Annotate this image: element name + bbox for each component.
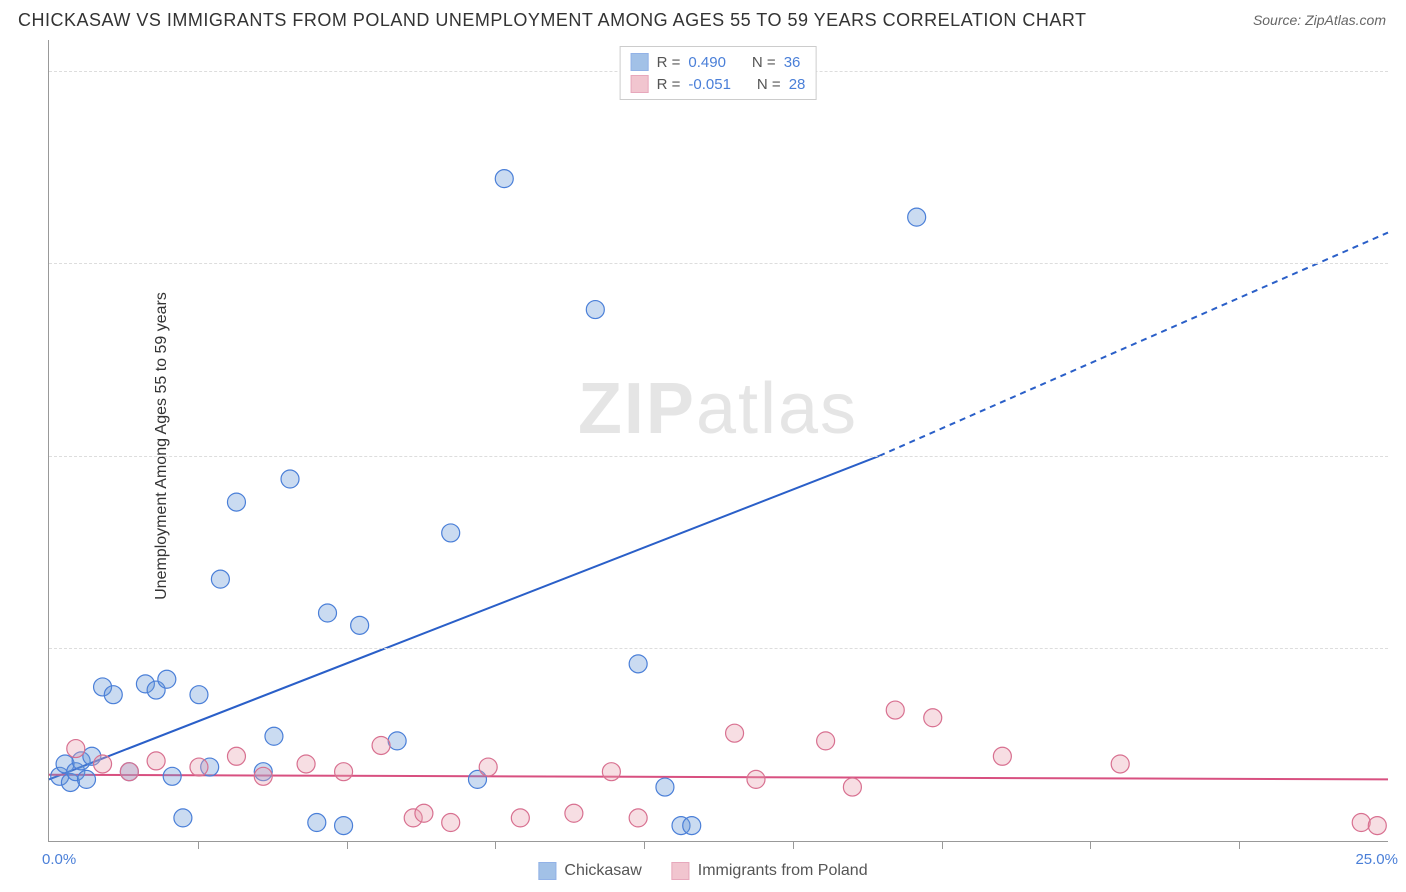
- x-tick: [1090, 841, 1091, 849]
- x-axis-origin-label: 0.0%: [42, 851, 76, 868]
- r-value-2: -0.051: [688, 76, 731, 93]
- correlation-legend-box: R = 0.490 N = 36 R = -0.051 N = 28: [620, 46, 817, 100]
- correlation-row-1: R = 0.490 N = 36: [631, 51, 806, 73]
- x-tick: [942, 841, 943, 849]
- swatch-series-2: [631, 75, 649, 93]
- n-label-1: N =: [752, 54, 776, 71]
- chart-container: ZIPatlas 12.5%25.0%37.5%50.0% R = 0.490 …: [48, 40, 1388, 842]
- swatch-series-1: [631, 53, 649, 71]
- r-value-1: 0.490: [688, 54, 726, 71]
- x-axis-max-label: 25.0%: [1355, 851, 1398, 868]
- n-value-1: 36: [784, 54, 801, 71]
- x-tick: [1239, 841, 1240, 849]
- gridline: [49, 456, 1388, 457]
- legend-swatch-2: [672, 862, 690, 880]
- gridline: [49, 263, 1388, 264]
- x-tick: [347, 841, 348, 849]
- r-label-2: R =: [657, 76, 681, 93]
- plot-area: 12.5%25.0%37.5%50.0%: [48, 40, 1388, 842]
- x-tick: [793, 841, 794, 849]
- legend-label-2: Immigrants from Poland: [698, 862, 868, 880]
- legend-item-1: Chickasaw: [538, 862, 641, 880]
- n-label-2: N =: [757, 76, 781, 93]
- r-label-1: R =: [657, 54, 681, 71]
- correlation-row-2: R = -0.051 N = 28: [631, 73, 806, 95]
- x-tick: [495, 841, 496, 849]
- source-attribution: Source: ZipAtlas.com: [1253, 12, 1386, 28]
- n-value-2: 28: [789, 76, 806, 93]
- x-tick: [198, 841, 199, 849]
- chart-title: CHICKASAW VS IMMIGRANTS FROM POLAND UNEM…: [18, 10, 1087, 31]
- legend-item-2: Immigrants from Poland: [672, 862, 868, 880]
- legend-label-1: Chickasaw: [564, 862, 641, 880]
- scatter-plot-svg: [49, 40, 1388, 841]
- gridline: [49, 648, 1388, 649]
- bottom-legend: Chickasaw Immigrants from Poland: [538, 862, 867, 880]
- x-tick: [644, 841, 645, 849]
- legend-swatch-1: [538, 862, 556, 880]
